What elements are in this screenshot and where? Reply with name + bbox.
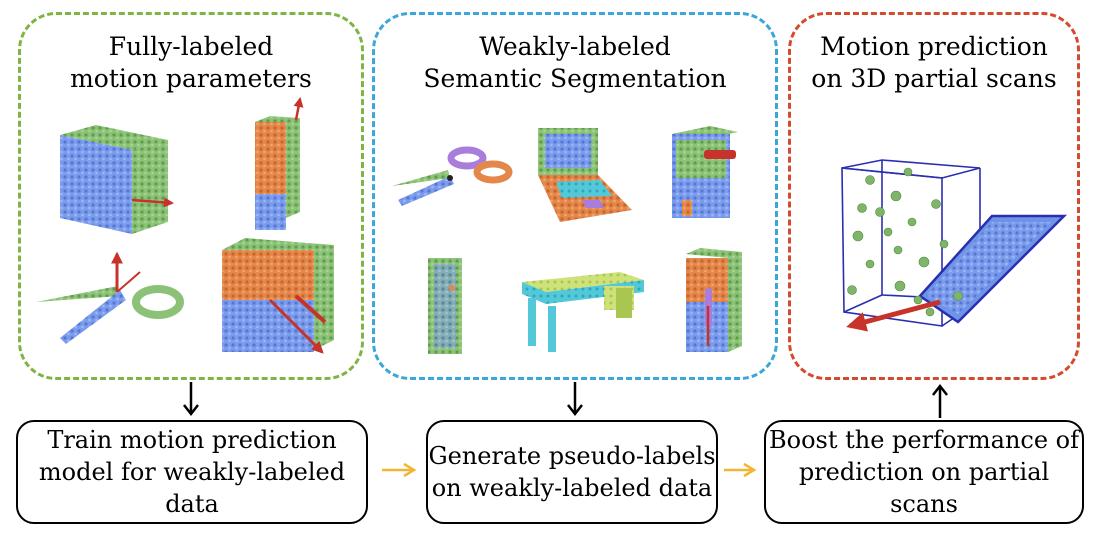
laptop-icon: [538, 128, 632, 222]
boost-performance-box: Boost the performance of prediction on p…: [764, 420, 1084, 524]
wardrobe-icon: [686, 248, 742, 352]
weakly-labeled-title: Weakly-labeled Semantic Segmentation: [423, 32, 727, 93]
generate-pseudo-labels-box: Generate pseudo-labels on weakly-labeled…: [426, 420, 718, 524]
drawer-cabinet-icon: [222, 238, 334, 354]
train-model-box: Train motion prediction model for weakly…: [16, 420, 368, 524]
fully-labeled-panel: Fully-labeled motion parameters: [18, 12, 364, 380]
down-arrow-left-head: [183, 404, 199, 417]
desk-icon: [522, 272, 644, 352]
weakly-labeled-panel: Weakly-labeled Semantic Segmentation: [372, 12, 778, 380]
tall-cabinet-icon: [255, 97, 304, 230]
down-arrow-middle-head: [567, 404, 583, 417]
weak-scissors-icon: [392, 146, 513, 206]
yellow-arrows: [382, 462, 757, 478]
partial-scan-box-icon: [841, 159, 1068, 332]
partial-scans-title: Motion prediction on 3D partial scans: [811, 32, 1057, 93]
fully-labeled-title: Fully-labeled motion parameters: [70, 32, 312, 93]
up-arrow-right-head: [932, 383, 948, 396]
scissors-icon: [36, 251, 184, 344]
fridge-icon: [672, 126, 738, 218]
cabinet-door-icon: [60, 125, 174, 234]
door-icon: [428, 258, 462, 354]
partial-scans-panel: Motion prediction on 3D partial scans: [788, 12, 1080, 380]
flow-arrows: [183, 382, 948, 418]
